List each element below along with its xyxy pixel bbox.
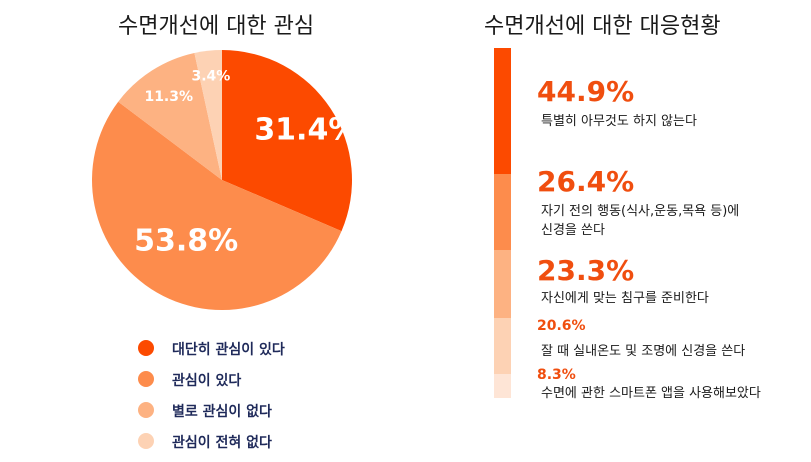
bar-category-label: 잘 때 실내온도 및 조명에 신경을 쓴다 <box>541 344 746 359</box>
bar-value-label: 44.9% <box>537 75 635 108</box>
legend-label: 관심이 전혀 없다 <box>172 435 272 451</box>
pie-slice <box>91 101 342 311</box>
pie-chart-title: 수면개선에 대한 관심 <box>118 14 315 39</box>
pie-slice-label: 11.3% <box>144 89 193 105</box>
legend-swatch <box>138 340 154 356</box>
bar-category-label: 자신에게 맞는 침구를 준비한다 <box>541 291 709 306</box>
bar-category-label: 수면에 관한 스마트폰 앱을 사용해보았다 <box>541 386 761 401</box>
bar-value-label: 23.3% <box>537 254 635 287</box>
legend-swatch <box>138 402 154 418</box>
legend-swatch <box>138 433 154 449</box>
bar-chart-title: 수면개선에 대한 대응현황 <box>484 14 721 39</box>
pie-slice-label: 3.4% <box>191 69 230 85</box>
legend-label: 대단히 관심이 있다 <box>172 342 285 358</box>
bar-category-label: 특별히 아무것도 하지 않는다 <box>541 114 697 129</box>
bar-value-label: 26.4% <box>537 165 635 198</box>
pie-slice-label: 53.8% <box>134 223 238 258</box>
pie-slice-label: 31.4% <box>254 112 358 147</box>
pie-slice <box>118 52 222 180</box>
bar-value-label: 8.3% <box>537 367 576 383</box>
legend-swatch <box>138 371 154 387</box>
pie-slice <box>194 50 222 180</box>
bar-segment <box>494 250 511 318</box>
bar-category-label: 자기 전의 행동(식사,운동,목욕 등)에 신경을 쓴다 <box>541 204 740 238</box>
bar-segment <box>494 318 511 374</box>
legend-label: 별로 관심이 없다 <box>172 404 272 420</box>
bar-value-label: 20.6% <box>537 318 586 334</box>
bar-segment <box>494 174 511 250</box>
pie-slice <box>222 50 352 232</box>
bar-segment <box>494 374 511 398</box>
legend-label: 관심이 있다 <box>172 373 242 389</box>
bar-segment <box>494 48 511 174</box>
